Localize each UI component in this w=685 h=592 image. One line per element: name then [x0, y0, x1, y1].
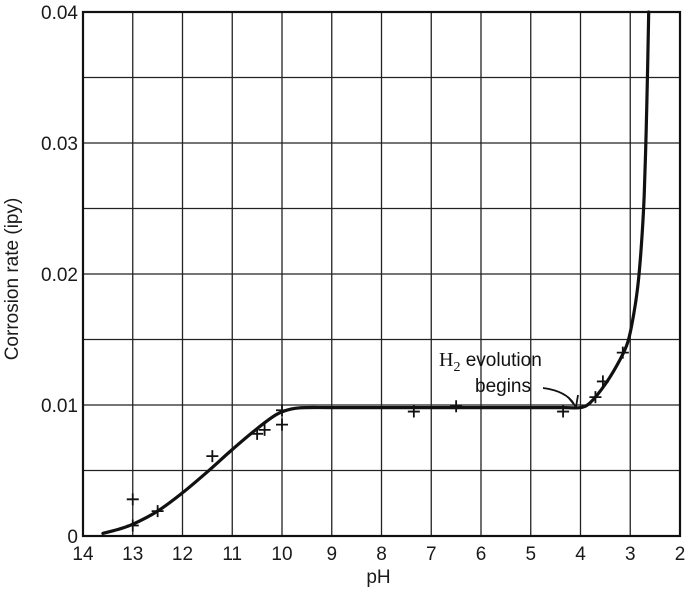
data-point [450, 400, 463, 413]
data-point [589, 391, 602, 404]
x-axis-label: pH [366, 567, 390, 588]
data-points [126, 346, 629, 532]
data-point [258, 423, 271, 436]
x-tick-label: 2 [675, 544, 685, 565]
data-point [407, 405, 420, 418]
y-tick-label: 0.02 [41, 265, 78, 286]
data-point [126, 493, 139, 506]
x-tick-label: 11 [222, 544, 242, 565]
y-tick-label: 0.01 [41, 396, 78, 417]
x-tick-label: 8 [376, 544, 387, 565]
y-tick-label: 0 [67, 527, 78, 548]
x-tick-label: 13 [122, 544, 143, 565]
h2-evolution-annotation: H2 evolution begins [439, 349, 579, 410]
x-tick-label: 5 [525, 544, 536, 565]
x-tick-label: 12 [172, 544, 193, 565]
data-point [276, 418, 288, 431]
data-point [251, 427, 264, 440]
annotation-line2: begins [475, 376, 531, 397]
data-point [596, 375, 609, 388]
grid [82, 11, 681, 537]
x-tick-label: 14 [72, 544, 94, 565]
x-tick-label: 6 [476, 544, 487, 565]
x-tick-label: 10 [271, 544, 292, 565]
data-point [206, 450, 219, 463]
plot-frame [81, 10, 682, 538]
x-tick-label: 7 [426, 544, 437, 565]
x-tick-labels: 14 13 12 11 10 9 8 7 6 5 4 3 2 [72, 544, 685, 565]
x-tick-label: 4 [575, 544, 586, 565]
y-tick-label: 0.03 [41, 134, 78, 155]
data-point [557, 405, 570, 418]
x-tick-label: 3 [625, 544, 636, 565]
x-tick-label: 9 [326, 544, 337, 565]
y-axis-label: Corrosion rate (ipy) [2, 198, 23, 361]
data-point [151, 505, 164, 518]
corrosion-curve [101, 10, 651, 535]
y-tick-label: 0.04 [41, 3, 78, 24]
data-point [276, 404, 288, 417]
annotation-arrowhead [567, 394, 579, 410]
annotation-line1: H2 evolution [439, 349, 542, 375]
annotation-arrow [542, 387, 575, 405]
data-point [126, 519, 139, 532]
y-tick-labels: 0 0.01 0.02 0.03 0.04 [41, 3, 78, 548]
data-point [616, 346, 629, 359]
